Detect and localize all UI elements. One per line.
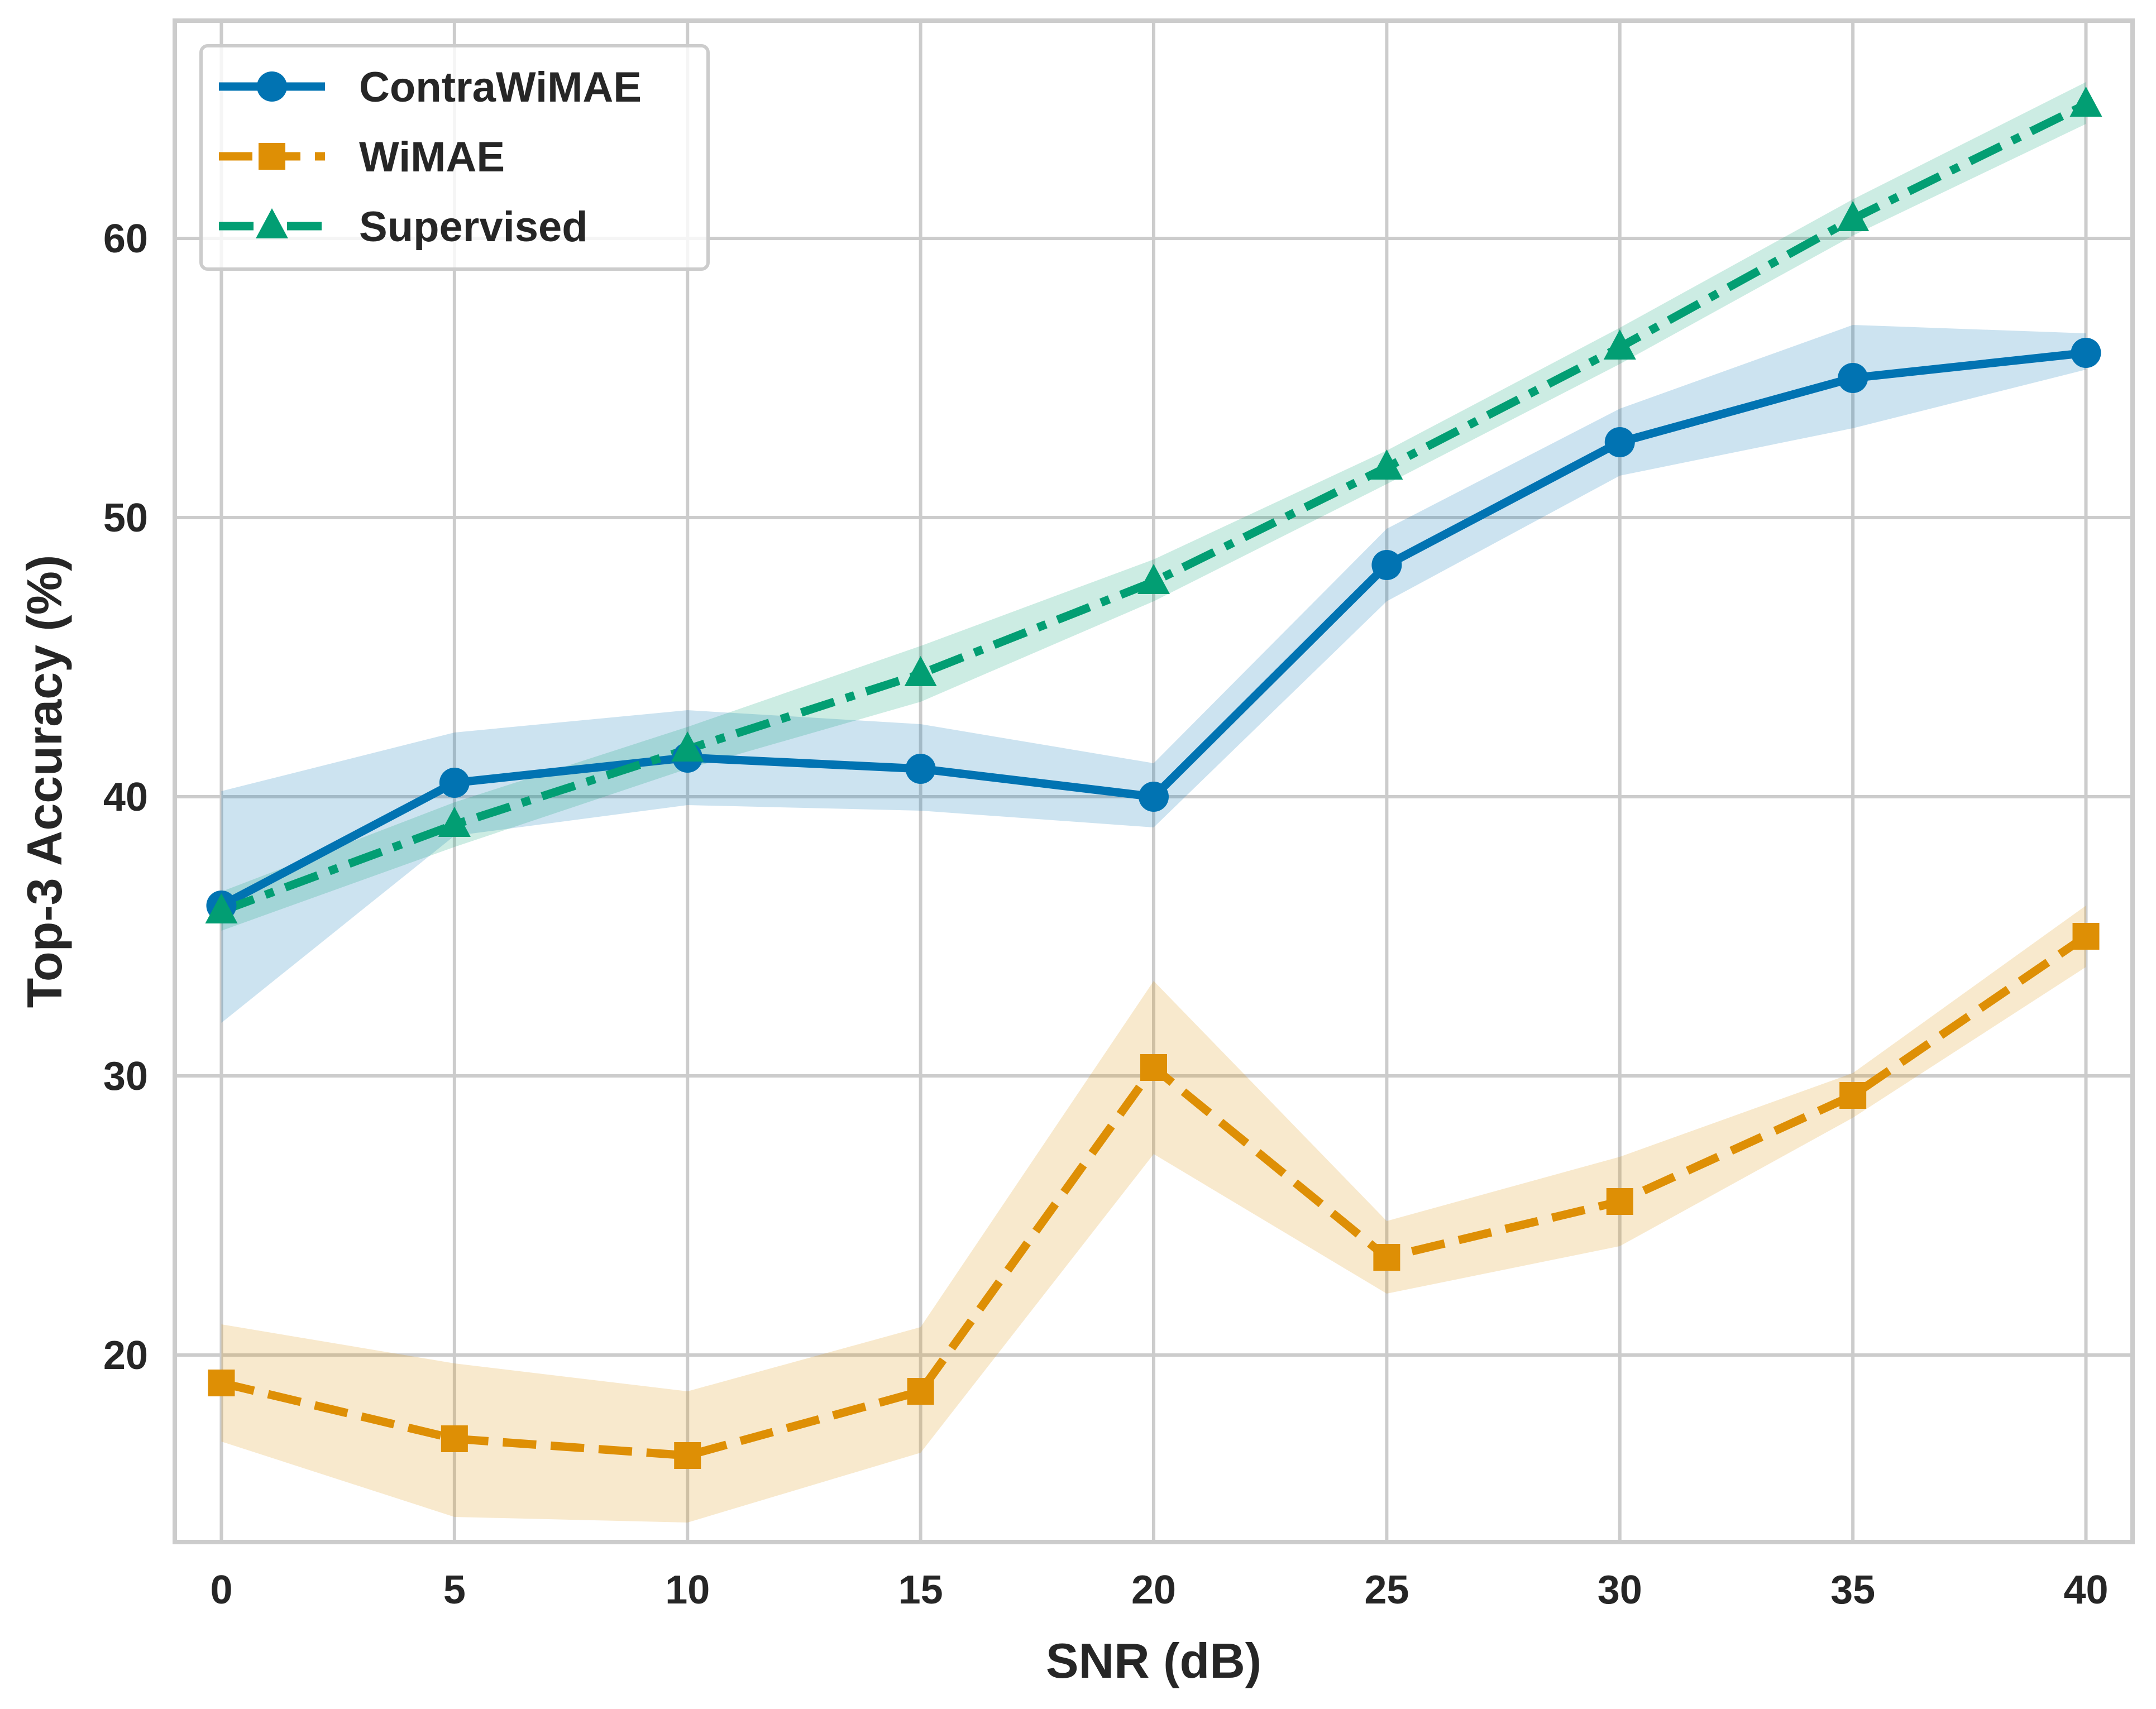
wimae-point [2072,923,2100,950]
legend-label-wimae: WiMAE [359,133,505,181]
legend-marker-contrawimae [257,71,287,102]
contrawimae-point [1371,550,1402,580]
x-tick-label: 40 [2063,1568,2108,1612]
x-tick-labels: 0 5 10 15 20 25 30 35 40 [210,1568,2108,1612]
contrawimae-point [439,768,470,798]
supervised-point [1370,449,1403,480]
y-tick-labels: 20 30 40 50 60 [103,217,148,1378]
wimae-point [1606,1188,1633,1215]
legend-marker-wimae [259,143,285,170]
y-axis-label: Top-3 Accuracy (%) [17,555,72,1008]
x-tick-label: 25 [1364,1568,1409,1612]
supervised-point [1837,201,1870,231]
contrawimae-point [2071,338,2101,368]
y-tick-label: 50 [103,496,148,540]
wimae-point [674,1442,701,1469]
wimae-point [1373,1244,1400,1271]
supervised-point [2069,87,2102,117]
supervised-point [438,807,471,837]
supervised-point [205,893,238,923]
wimae-point [208,1370,235,1396]
x-tick-label: 30 [1598,1568,1642,1612]
x-tick-label: 35 [1830,1568,1875,1612]
wimae-point [907,1378,934,1405]
x-tick-label: 15 [898,1568,943,1612]
legend-box [199,44,710,271]
x-tick-label: 20 [1131,1568,1176,1612]
legend-marker-supervised [256,208,288,238]
supervised-point [904,656,937,686]
contrawimae-point [1838,363,1868,393]
x-axis-label: SNR (dB) [1046,1633,1261,1688]
y-tick-label: 60 [103,217,148,261]
wimae-point [441,1425,468,1452]
legend-label-supervised: Supervised [359,203,588,251]
wimae-point [1839,1082,1867,1109]
x-tick-label: 10 [665,1568,710,1612]
y-tick-label: 20 [103,1333,148,1378]
legend-label-contrawimae: ContraWiMAE [359,64,642,111]
x-tick-label: 0 [210,1568,232,1612]
series-markers [205,87,2102,1469]
supervised-point [1603,329,1636,360]
contrawimae-point [1139,782,1169,812]
supervised-confidence-band [221,82,2086,931]
wimae-confidence-band [221,906,2086,1523]
y-tick-label: 40 [103,775,148,820]
confidence-bands [221,82,2086,1523]
supervised-line [219,100,2088,916]
plot-frame [173,18,2135,1544]
y-tick-label: 30 [103,1054,148,1099]
contrawimae-confidence-band [221,325,2086,1023]
wimae-point [1140,1054,1167,1081]
supervised-point [1137,564,1170,594]
x-tick-label: 5 [443,1568,466,1612]
contrawimae-point [1604,427,1635,457]
contrawimae-point [905,754,936,784]
legend: ContraWiMAE WiMAE Supervised [199,44,710,271]
supervised-point [671,731,704,762]
